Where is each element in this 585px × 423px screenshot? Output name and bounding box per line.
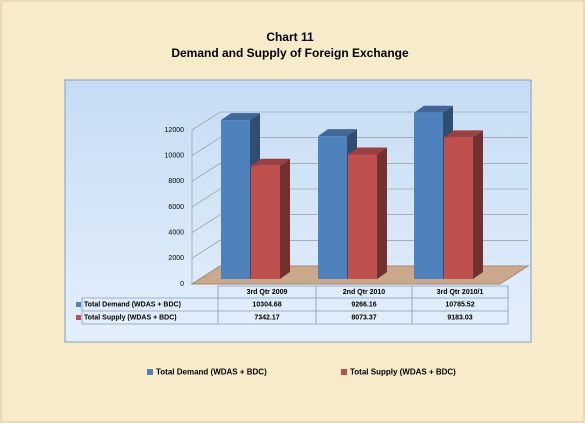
table-row-label: Total Supply (WDAS + BDC) — [84, 314, 177, 321]
bar-face — [221, 113, 260, 121]
bar-face — [414, 112, 443, 279]
x-tick-label: 3rd Qtr 2010/1 — [437, 289, 484, 296]
table-cell: 8073.37 — [351, 314, 376, 321]
bar — [348, 147, 387, 279]
bar — [251, 158, 290, 279]
bar-face — [414, 105, 453, 113]
bar-face — [444, 137, 473, 279]
y-tick-label: 6000 — [168, 204, 184, 211]
x-tick-label: 3rd Qtr 2009 — [247, 289, 288, 296]
table-cell: 10304.68 — [252, 301, 281, 308]
table-cell: 7342.17 — [254, 314, 279, 321]
bar-face — [348, 154, 377, 279]
bar-face — [251, 165, 280, 279]
bar-face — [348, 147, 387, 155]
bar-face — [318, 136, 347, 279]
y-tick-label: 8000 — [168, 178, 184, 185]
y-tick-label: 12000 — [165, 127, 185, 134]
table-cell: 10785.52 — [445, 301, 474, 308]
legend-swatch — [341, 369, 347, 375]
bar-face — [444, 130, 483, 138]
table-row-label: Total Demand (WDAS + BDC) — [84, 301, 181, 308]
bar-face — [318, 129, 357, 137]
legend-label: Total Supply (WDAS + BDC) — [350, 368, 456, 377]
table-key — [76, 302, 81, 307]
y-tick-label: 2000 — [168, 255, 184, 262]
table-key — [76, 315, 81, 320]
bar-face — [221, 120, 250, 279]
legend-swatch — [147, 369, 153, 375]
chart-subtitle: Demand and Supply of Foreign Exchange — [171, 46, 409, 60]
chart-title: Chart 11 — [266, 30, 314, 44]
legend-label: Total Demand (WDAS + BDC) — [156, 368, 267, 377]
y-tick-label: 4000 — [168, 230, 184, 237]
y-tick-label: 0 — [180, 281, 184, 288]
table-cell: 9183.03 — [447, 314, 472, 321]
bar-face — [280, 158, 290, 279]
bar-face — [377, 147, 387, 279]
bar-face — [473, 130, 483, 279]
bar-face — [251, 158, 290, 166]
table-cell: 9266.16 — [351, 301, 376, 308]
x-tick-label: 2nd Qtr 2010 — [343, 289, 386, 296]
bar — [444, 130, 483, 279]
y-tick-label: 10000 — [165, 153, 185, 160]
